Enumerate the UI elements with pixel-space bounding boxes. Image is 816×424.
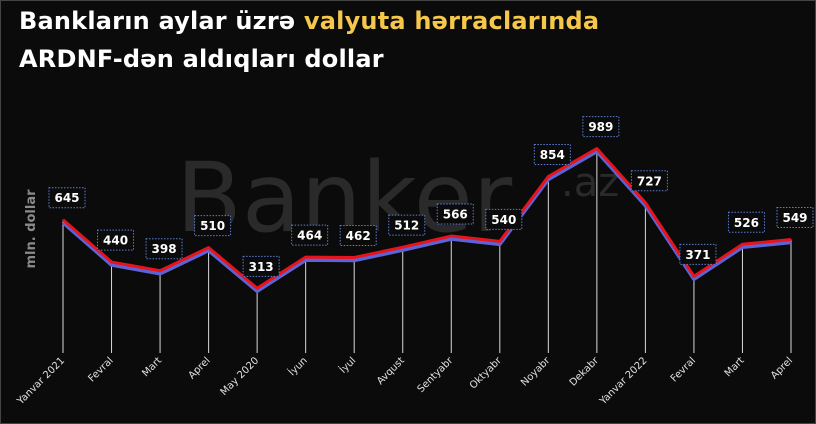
data-label-box	[339, 225, 377, 247]
x-tick-label: İyun	[285, 354, 309, 378]
series-line	[62, 147, 792, 290]
data-label-group: 512	[388, 214, 426, 236]
data-label-group: 854	[533, 144, 571, 166]
data-label-box	[48, 187, 86, 209]
data-label: 854	[540, 148, 565, 162]
x-tick-label: Aprel	[769, 355, 795, 381]
data-label-box	[194, 215, 232, 237]
data-label: 540	[491, 213, 516, 227]
chart-title: ARDNF-dən aldıqları dollar	[19, 45, 384, 73]
data-label-group: 727	[630, 170, 668, 192]
data-label-box	[145, 238, 183, 260]
title-part: ARDNF-dən aldıqları dollar	[19, 45, 384, 73]
data-label-box	[776, 207, 814, 229]
x-tick-label: Yanvar 2021	[15, 355, 67, 407]
data-label: 512	[394, 219, 419, 233]
data-label: 462	[346, 229, 371, 243]
data-label-group: 462	[339, 225, 377, 247]
data-label-group: 464	[291, 224, 329, 246]
data-label-box	[436, 203, 474, 225]
x-tick-label: Dekabr	[568, 355, 602, 389]
data-label-group: 313	[242, 255, 280, 277]
x-tick-label: İyul	[336, 354, 358, 376]
data-label-box	[242, 255, 280, 277]
data-label-group: 540	[485, 208, 523, 230]
line-shadow	[61, 149, 792, 294]
x-tick-label: Fevral	[669, 355, 698, 384]
data-label-group: 549	[776, 207, 814, 229]
data-label-group: 645	[48, 187, 86, 209]
data-label: 371	[685, 248, 710, 262]
data-label-box	[533, 144, 571, 166]
chart-title: Bankların aylar üzrə valyuta hərracların…	[19, 7, 599, 35]
data-label-box	[679, 243, 717, 265]
x-tick-label: Sentyabr	[416, 355, 456, 395]
data-label: 645	[54, 191, 79, 205]
data-label-box	[582, 116, 620, 138]
data-label: 566	[443, 208, 468, 222]
data-label-box	[97, 229, 135, 251]
data-label-box	[630, 170, 668, 192]
data-label: 440	[103, 234, 128, 248]
x-tick-label: Oktyabr	[468, 355, 505, 392]
data-label: 464	[297, 229, 322, 243]
data-label: 398	[152, 242, 177, 256]
x-tick-label: Avqust	[375, 355, 407, 387]
data-label-group: 440	[97, 229, 135, 251]
data-label-group: 510	[194, 215, 232, 237]
data-label: 727	[637, 174, 662, 188]
data-label: 989	[588, 120, 613, 134]
x-tick-label: Noyabr	[519, 355, 553, 389]
x-tick-label: Aprel	[187, 355, 213, 381]
data-label-group: 526	[727, 211, 765, 233]
data-label-group: 566	[436, 203, 474, 225]
data-label: 313	[249, 260, 274, 274]
data-label-group: 371	[679, 243, 717, 265]
x-tick-label: Yanvar 2022	[597, 355, 649, 407]
data-label-box	[388, 214, 426, 236]
x-tick-label: May 2020	[219, 355, 262, 398]
data-label-group: 398	[145, 238, 183, 260]
title-part: Bankların aylar üzrə	[19, 7, 296, 35]
data-label: 526	[734, 216, 759, 230]
y-axis-label: mln. dollar	[24, 189, 39, 269]
x-tick-label: Mart	[723, 355, 747, 379]
data-label: 510	[200, 219, 225, 233]
x-tick-label: Mart	[140, 355, 164, 379]
data-label-box	[485, 208, 523, 230]
data-label-box	[291, 224, 329, 246]
data-label-box	[727, 211, 765, 233]
title-highlight: valyuta hərraclarında	[303, 7, 600, 35]
x-tick-label: Fevral	[86, 355, 115, 384]
data-label-group: 989	[582, 116, 620, 138]
data-label: 549	[782, 211, 807, 225]
